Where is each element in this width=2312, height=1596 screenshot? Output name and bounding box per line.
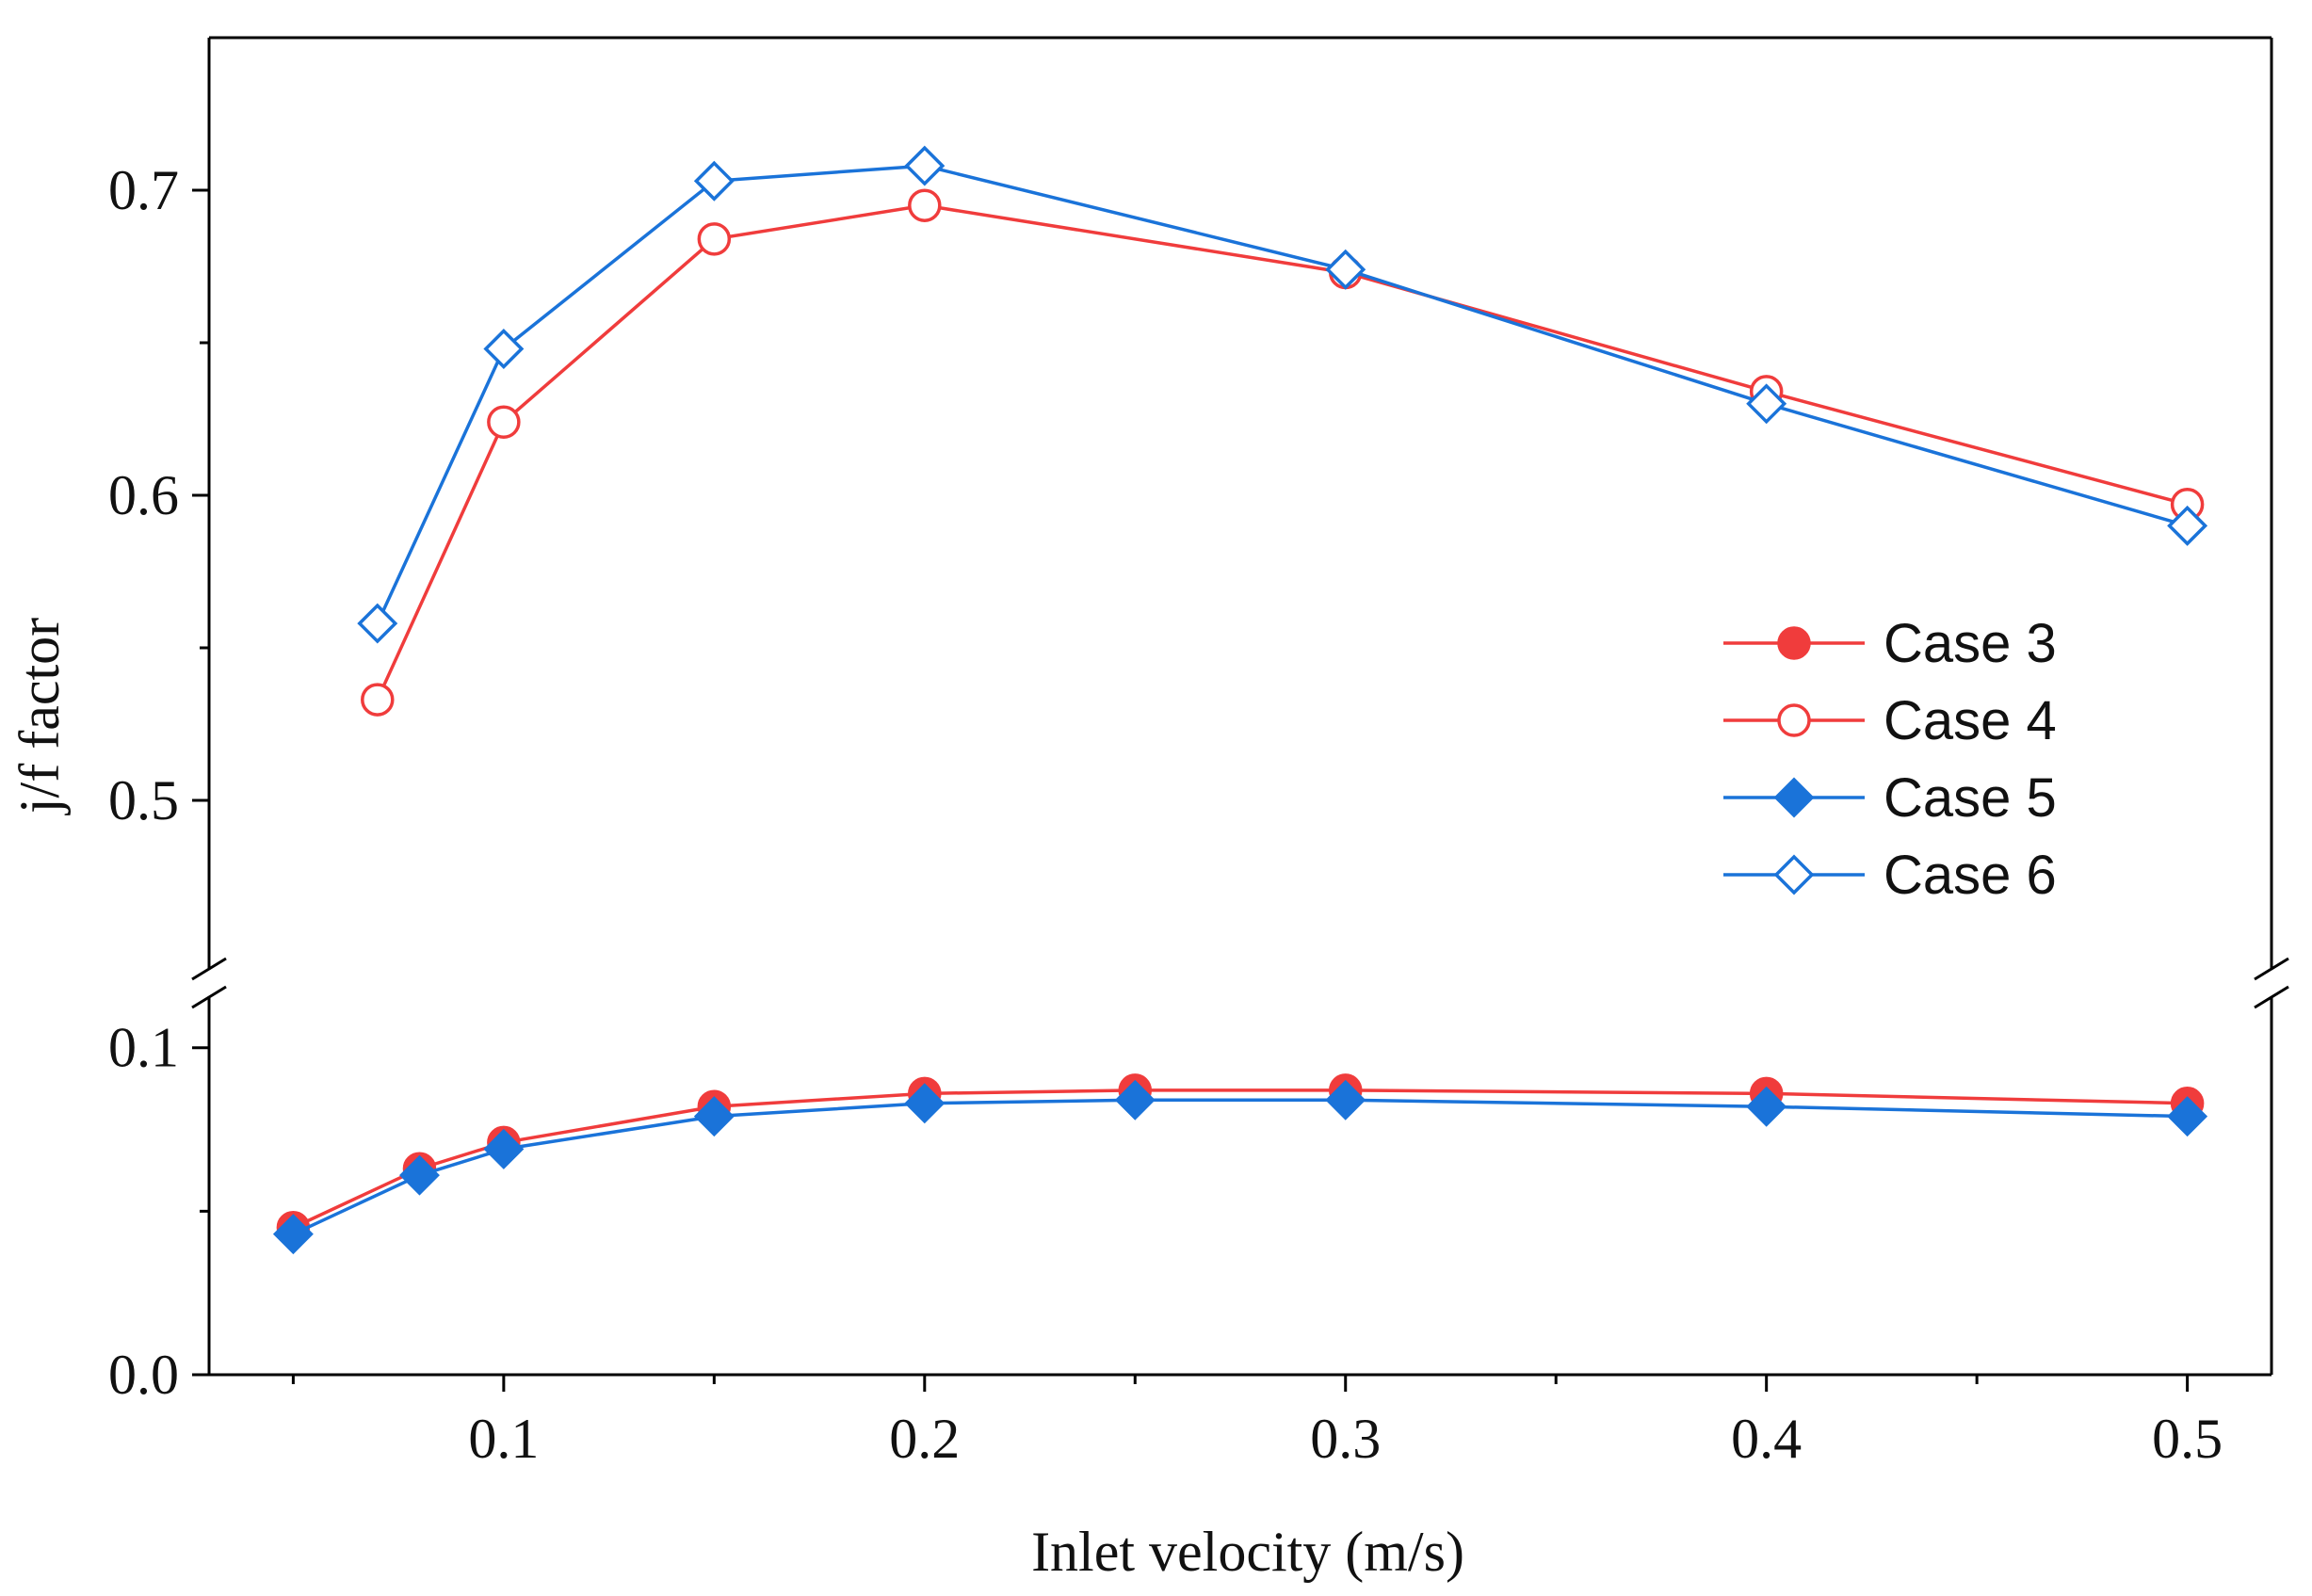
data-point-case-5 <box>483 1128 525 1169</box>
y-tick-label: 0.0 <box>108 1344 179 1406</box>
data-point-case-5 <box>1746 1086 1787 1127</box>
data-point-case-5 <box>2167 1096 2208 1137</box>
plot-frame <box>191 36 2289 1377</box>
ticks-group: 0.1 0.2 0.3 0.4 0.5 0.0 0.1 0.5 0.6 0.7 <box>108 159 2223 1470</box>
x-tick-label: 0.3 <box>1310 1408 1381 1470</box>
data-point-case-5 <box>1325 1079 1366 1120</box>
data-point-case-6 <box>1325 249 1366 290</box>
x-tick-label: 0.1 <box>468 1408 539 1470</box>
legend-item-case-6: Case 6 <box>1723 845 2057 906</box>
data-point-case-4 <box>697 222 732 256</box>
legend-item-case-5: Case 5 <box>1723 767 2057 829</box>
legend-label: Case 3 <box>1884 613 2057 674</box>
data-point-case-6 <box>2167 505 2208 546</box>
data-point-case-5 <box>904 1083 946 1124</box>
right-axis-break-mark-2 <box>2254 985 2289 1009</box>
series-line-case-6 <box>376 164 2189 624</box>
x-tick-label: 0.5 <box>2152 1408 2223 1470</box>
legend: Case 3 Case 4 Case 5 Case 6 <box>1723 613 2057 906</box>
y-tick-label: 0.6 <box>108 464 179 526</box>
y-tick-label: 0.1 <box>108 1017 179 1079</box>
x-tick-label: 0.4 <box>1731 1408 1802 1470</box>
legend-marker <box>1777 703 1811 737</box>
data-point-case-6 <box>483 329 525 369</box>
data-point-case-5 <box>1114 1079 1156 1120</box>
data-point-case-5 <box>272 1214 314 1255</box>
x-axis-title: Inlet velocity (m/s) <box>1031 1521 1464 1583</box>
y-axis-title: j/f factor <box>8 618 71 815</box>
data-point-case-4 <box>487 405 521 439</box>
series-line-case-5 <box>292 1098 2188 1236</box>
legend-marker <box>1773 854 1815 895</box>
data-point-case-4 <box>908 188 942 222</box>
legend-label: Case 5 <box>1884 767 2057 829</box>
legend-label: Case 6 <box>1884 845 2057 906</box>
y-tick-label: 0.7 <box>108 159 179 221</box>
legend-marker <box>1773 777 1815 818</box>
right-axis-break-mark-1 <box>2254 957 2289 981</box>
data-point-case-5 <box>693 1096 735 1137</box>
data-point-case-6 <box>904 145 946 186</box>
data-point-case-5 <box>398 1154 440 1196</box>
series-case-5 <box>272 1079 2208 1255</box>
data-point-case-4 <box>361 683 395 717</box>
x-tick-label: 0.2 <box>889 1408 960 1470</box>
legend-item-case-3: Case 3 <box>1723 613 2057 674</box>
legend-item-case-4: Case 4 <box>1723 690 2057 751</box>
y-axis-break-mark-2 <box>191 985 227 1009</box>
series-case-6 <box>357 145 2208 644</box>
legend-marker <box>1777 626 1811 660</box>
y-tick-label: 0.5 <box>108 769 179 831</box>
y-axis-break-mark-1 <box>191 957 227 981</box>
data-point-case-6 <box>693 160 735 202</box>
series-group <box>272 145 2208 1255</box>
data-point-case-6 <box>357 603 398 644</box>
legend-label: Case 4 <box>1884 690 2057 751</box>
data-point-case-6 <box>1746 383 1787 425</box>
